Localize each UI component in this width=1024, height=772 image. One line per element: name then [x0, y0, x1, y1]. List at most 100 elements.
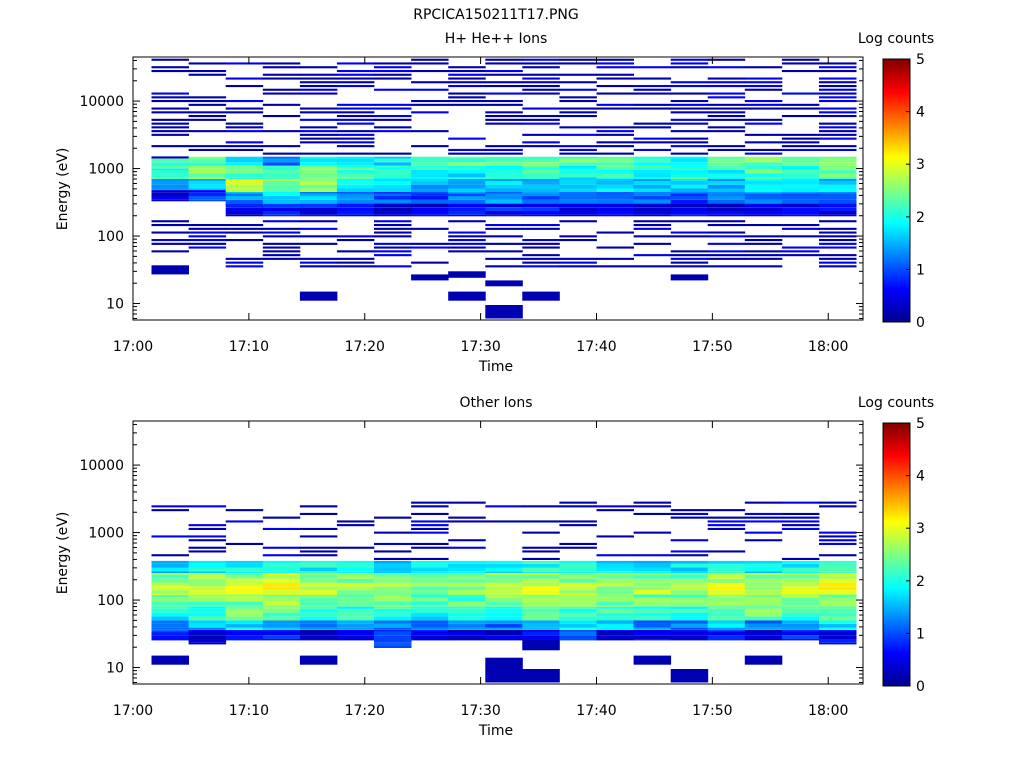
spectrogram-cell [559, 156, 597, 159]
spectrogram-cell [188, 578, 227, 583]
spectrogram-cell [522, 573, 560, 576]
spectrogram-cell [151, 107, 189, 110]
spectrogram-cell [485, 224, 523, 227]
spectrogram-cell [781, 211, 820, 215]
spectrogram-cell [633, 169, 672, 174]
spectrogram-cell [374, 152, 412, 155]
spectrogram-cell [225, 635, 264, 639]
spectrogram-cell [225, 620, 264, 624]
spectrogram-cell [374, 199, 412, 204]
spectrogram-cell [781, 192, 820, 194]
spectrogram-cell [707, 77, 746, 80]
spectrogram-cell [225, 179, 264, 181]
spectrogram-cell [707, 111, 746, 114]
spectrogram-cell [336, 137, 375, 140]
spectrogram-cell [744, 184, 783, 189]
spectrogram-cell [596, 575, 634, 579]
spectrogram-cell [559, 593, 597, 596]
spectrogram-cell [522, 575, 560, 579]
spectrogram-cell [707, 81, 746, 84]
spectrogram-cell [411, 156, 449, 159]
spectrogram-cell [485, 573, 523, 576]
spectrogram-cell [448, 571, 486, 574]
spectrogram-cell [299, 635, 338, 639]
spectrogram-cell [744, 169, 783, 174]
spectrogram-cell [744, 199, 783, 204]
spectrogram-cell [559, 115, 597, 118]
spectrogram-cell [374, 601, 412, 606]
x-axis-label: Time [478, 723, 513, 739]
colorbar-tick-label: 4 [916, 105, 925, 121]
spectrogram-cell [225, 173, 264, 178]
spectrogram-cell [744, 165, 783, 168]
spectrogram-cell [744, 560, 783, 564]
spectrogram-cell [225, 192, 264, 197]
spectrogram-cell [707, 148, 746, 151]
spectrogram-cell [411, 179, 449, 181]
spectrogram-cell [485, 594, 523, 598]
spectrogram-cell [225, 616, 264, 621]
spectrogram-cell [299, 184, 338, 189]
spectrogram-cell [299, 605, 338, 607]
spectrogram-cell [522, 616, 560, 621]
spectrogram-cell [670, 638, 709, 641]
spectrogram-cell [299, 265, 338, 268]
spectrogram-cell [225, 509, 264, 512]
spectrogram-cell [411, 158, 449, 163]
spectrogram-cell [151, 597, 189, 602]
spectrogram-cell [559, 126, 597, 129]
spectrogram-cell [559, 608, 597, 613]
spectrogram-cell [633, 631, 672, 636]
spectrogram-cell [151, 606, 189, 609]
spectrogram-cell [559, 563, 597, 568]
spectrogram-cell [596, 573, 634, 576]
spectrogram-cell [485, 616, 523, 621]
spectrogram-cell [670, 635, 709, 639]
spectrogram-cell [744, 512, 783, 515]
spectrogram-cell [744, 575, 783, 579]
spectrogram-cell [485, 118, 523, 121]
spectrogram-cell [151, 122, 189, 125]
spectrogram-cell [559, 501, 597, 504]
spectrogram-cell [781, 597, 820, 602]
spectrogram-cell [781, 612, 820, 617]
spectrogram-cell [151, 631, 189, 636]
spectrogram-cell [299, 227, 338, 230]
spectrogram-cell [262, 630, 301, 632]
spectrogram-cell [299, 192, 338, 194]
spectrogram-cell [151, 605, 189, 607]
spectrogram-cell [670, 192, 709, 194]
spectrogram-cell [374, 597, 412, 602]
spectrogram-cell [596, 586, 634, 591]
spectrogram-cell [596, 203, 634, 208]
spectrogram-cell [151, 100, 189, 103]
spectrogram-cell [522, 265, 560, 268]
spectrogram-cell [188, 550, 227, 553]
spectrogram-cell [633, 103, 672, 106]
spectrogram-cell [744, 207, 783, 212]
spectrogram-cell [559, 606, 597, 609]
colorbar-tick-label: 1 [916, 262, 925, 278]
spectrogram-cell [670, 597, 709, 602]
spectrogram-cell [522, 66, 560, 69]
spectrogram-cell [596, 231, 634, 234]
spectrogram-cell [188, 623, 227, 628]
spectrogram-cell [633, 265, 672, 268]
spectrogram-cell [262, 635, 301, 639]
spectrogram-cell [411, 505, 449, 508]
spectrogram-cell [225, 85, 264, 88]
spectrogram-cell [225, 122, 264, 125]
spectrogram-cell [670, 196, 709, 200]
spectrogram-cell [819, 606, 857, 609]
spectrogram-cell [559, 196, 597, 200]
spectrogram-cell [781, 177, 820, 179]
spectrogram-cell [744, 627, 783, 630]
spectrogram-cell [819, 608, 857, 613]
spectrogram-cell [411, 573, 449, 576]
spectrogram-cell [225, 62, 264, 65]
spectrogram-cell [522, 546, 560, 549]
spectrogram-cell [522, 531, 560, 534]
spectrogram-cell [633, 605, 672, 607]
spectrogram-cell [522, 550, 560, 553]
spectrogram-cell [707, 173, 746, 178]
